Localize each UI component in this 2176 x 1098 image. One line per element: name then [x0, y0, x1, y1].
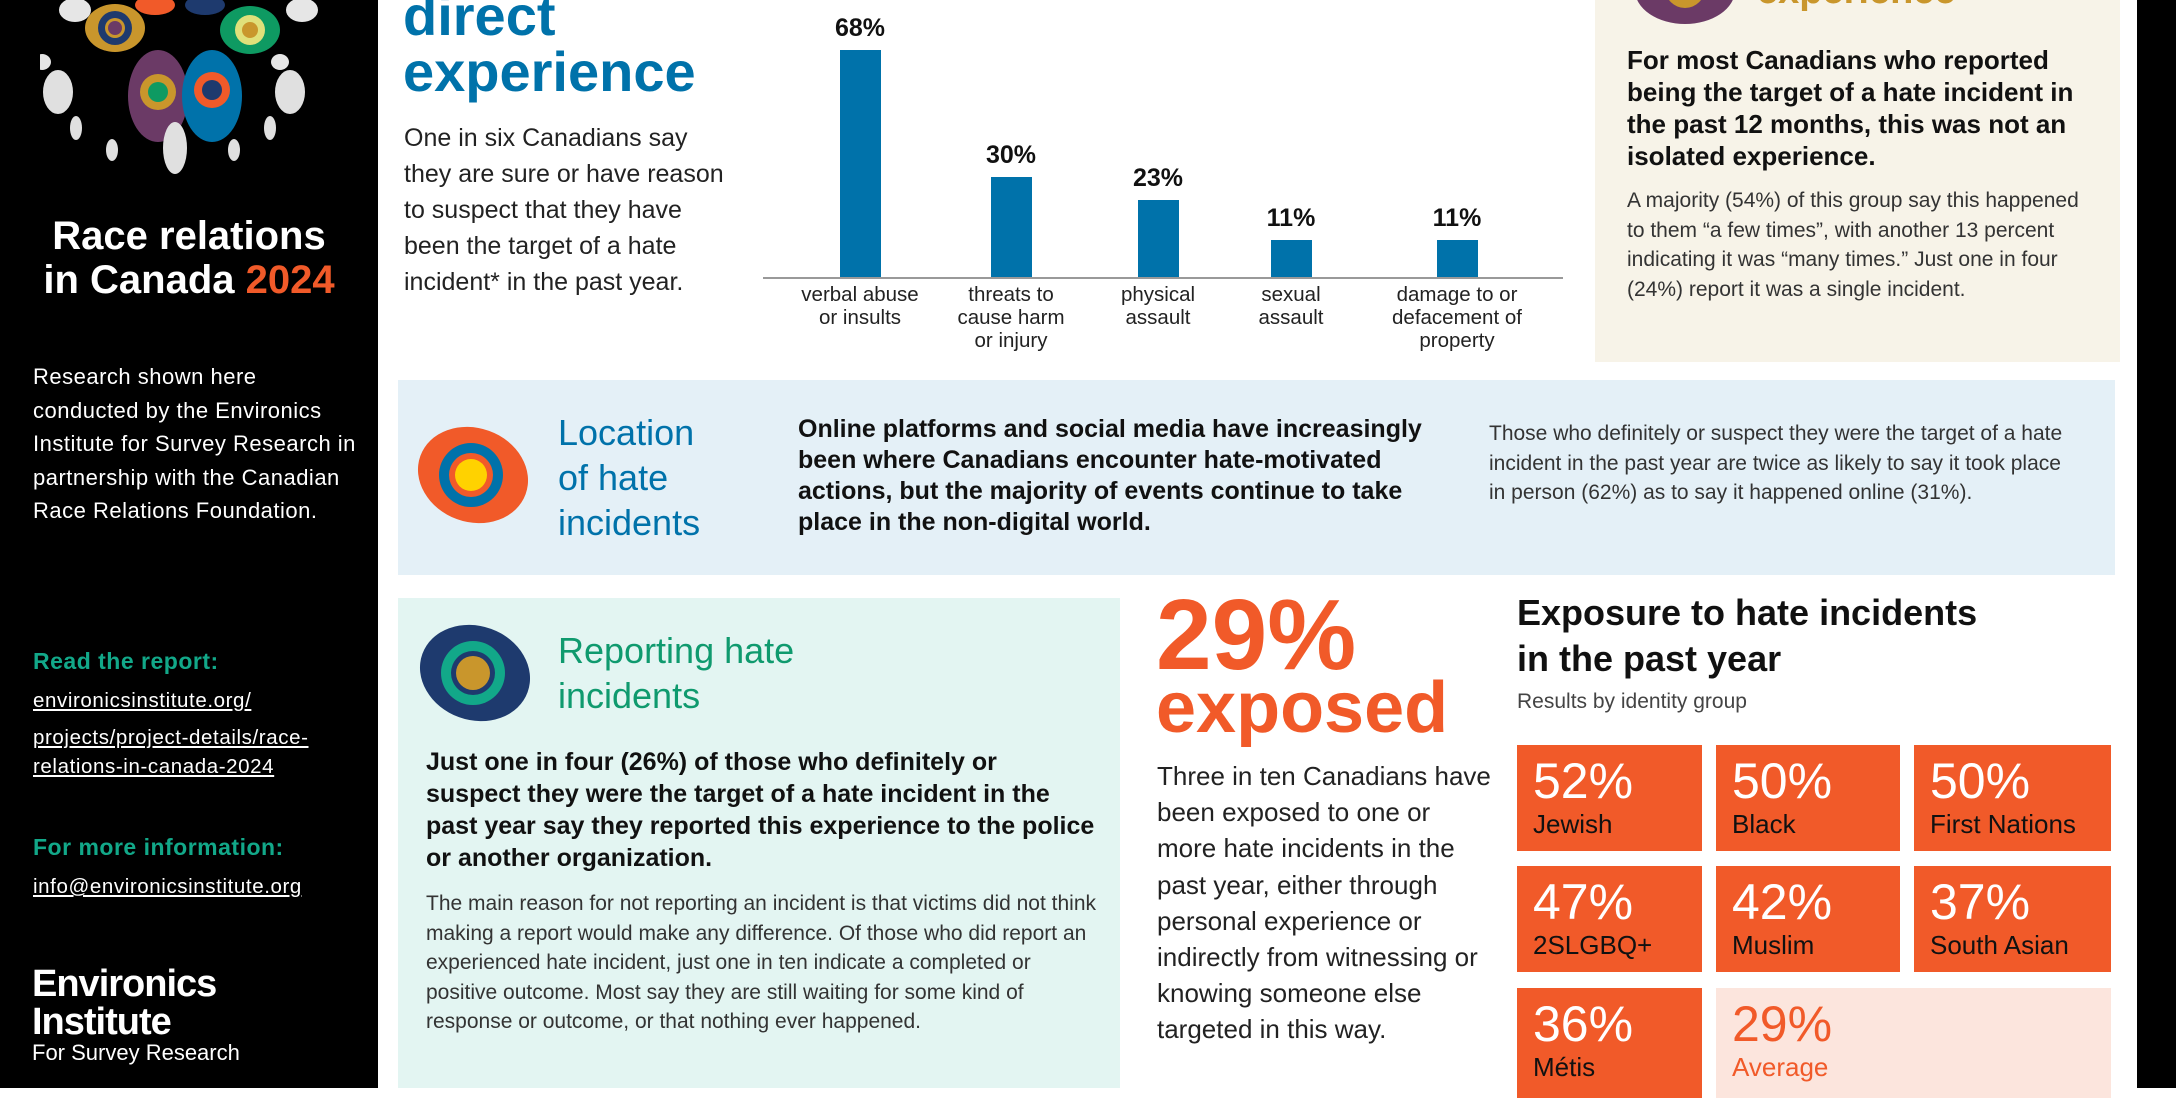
report-year: 2024 — [245, 258, 335, 302]
right-edge — [2137, 0, 2176, 1088]
bar — [990, 176, 1032, 277]
average-tile: 29% Average — [1716, 988, 2111, 1098]
exposure-subtitle: Results by identity group — [1517, 690, 1747, 713]
report-link[interactable]: environicsinstitute.org/ projects/projec… — [33, 689, 309, 778]
eye-icon — [419, 624, 531, 722]
group-tile: 47% 2SLGBQ+ — [1517, 866, 1702, 972]
bar-value-label: 11% — [1432, 204, 1482, 233]
incident-type-chart: 68% verbal abuse or insults 30% threats to ca… — [760, 0, 1566, 370]
bar — [1436, 240, 1478, 277]
eyes-logo-icon — [40, 0, 318, 174]
group-tile: 42% Muslim — [1716, 866, 1900, 972]
eye-icon — [1637, 0, 1733, 24]
exposure-title: Exposure to hate incidents in the past y… — [1517, 592, 1978, 679]
bar-value-label: 68% — [834, 14, 886, 42]
location-panel: Location of hate incidents Online platfo… — [398, 380, 2115, 575]
chart-baseline — [763, 277, 1563, 279]
reporting-body: The main reason for not reporting an inc… — [426, 892, 1097, 1033]
more-info-label: For more information: — [33, 834, 284, 860]
group-tile: 52% Jewish — [1517, 745, 1702, 851]
bar-value-label: 23% — [1132, 164, 1184, 193]
sidebar: Race relations in Canada 2024 Research s… — [0, 0, 378, 1088]
repeat-body: A majority (54%) of this group say this … — [1627, 189, 2079, 301]
category-label: threats to cause harm or injury — [957, 283, 1065, 352]
bar-value-label: 11% — [1266, 204, 1316, 233]
reporting-heading: Reporting hate incidents — [558, 630, 795, 716]
location-bold: Online platforms and social media have i… — [798, 415, 1422, 536]
exposed-label: exposed — [1156, 668, 1449, 748]
repeat-experience-panel: experience For most Canadians who report… — [1595, 0, 2120, 362]
bar-value-label: 30% — [985, 140, 1037, 169]
reporting-bold: Just one in four (26%) of those who defi… — [426, 748, 1095, 872]
repeat-bold: For most Canadians who reported being th… — [1627, 45, 2074, 171]
direct-heading-line2: experience — [403, 40, 696, 103]
group-tile: 37% South Asian — [1914, 866, 2111, 972]
reporting-panel: Reporting hate incidents Just one in fou… — [398, 598, 1120, 1088]
research-description: Research shown here conducted by the Env… — [33, 364, 356, 523]
group-tile: 50% Black — [1716, 745, 1900, 851]
email-link[interactable]: info@environicsinstitute.org — [33, 875, 302, 898]
location-heading: Location of hate incidents — [558, 412, 701, 543]
direct-body: One in six Canadians say they are sure o… — [404, 124, 724, 296]
repeat-heading: experience — [1757, 0, 1956, 13]
category-label: damage to or defacement of property — [1392, 283, 1522, 352]
bar — [1137, 200, 1179, 277]
category-label: sexual assault — [1258, 283, 1324, 329]
read-report-label: Read the report: — [33, 648, 219, 674]
group-tile: 50% First Nations — [1914, 745, 2111, 851]
exposed-body: Three in ten Canadians have been exposed… — [1157, 761, 1491, 1045]
category-label: physical assault — [1120, 283, 1196, 329]
category-label: verbal abuse or insults — [801, 283, 919, 329]
eye-icon — [417, 426, 529, 524]
environics-logo: Environics Institute For Survey Research — [32, 963, 240, 1065]
bar — [1270, 240, 1312, 277]
report-title: Race relations in Canada 2024 — [43, 214, 335, 302]
location-body: Those who definitely or suspect they wer… — [1489, 422, 2063, 504]
exposed-stat: 29% — [1156, 579, 1357, 691]
group-tile: 36% Métis — [1517, 988, 1702, 1098]
direct-heading-line1: direct — [403, 0, 556, 47]
bar — [839, 50, 881, 277]
